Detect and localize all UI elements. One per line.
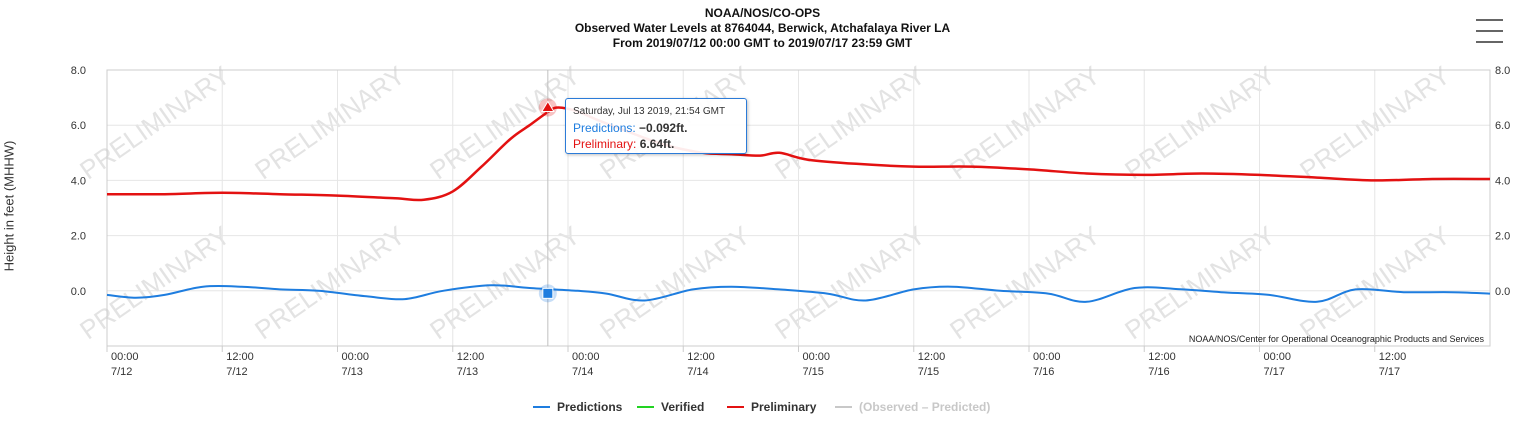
x-tick-time-10: 00:00 xyxy=(1264,351,1292,363)
x-tick-time-2: 00:00 xyxy=(342,351,370,363)
highlight-markers xyxy=(538,70,557,346)
x-tick-date-0: 7/12 xyxy=(111,366,132,378)
x-tick-date-1: 7/12 xyxy=(226,366,247,378)
x-tick-time-3: 12:00 xyxy=(457,351,485,363)
tooltip-pred-value: −0.092ft. xyxy=(639,121,688,135)
x-tick-date-5: 7/14 xyxy=(687,366,708,378)
legend-verified[interactable]: Verified xyxy=(637,400,704,414)
chart-station-title: Observed Water Levels at 8764044, Berwic… xyxy=(574,21,951,35)
chart-agency-title: NOAA/NOS/CO-OPS xyxy=(704,6,821,20)
legend-preliminary-swatch xyxy=(727,405,744,408)
x-tick-time-1: 12:00 xyxy=(226,351,254,363)
x-tick-date-11: 7/17 xyxy=(1379,366,1400,378)
preliminary-watermarks: PRELIMINARY PRELIMINARY PRELIMINARY PRELIMI… xyxy=(74,60,1455,345)
legend-predictions-label: Predictions xyxy=(557,400,623,414)
grid-lines xyxy=(106,69,1491,347)
watermark-0-2: PRELIMINARY xyxy=(424,60,585,185)
x-tick-date-4: 7/14 xyxy=(572,366,593,378)
watermark-1-6: PRELIMINARY xyxy=(1119,220,1280,345)
watermark-0-0: PRELIMINARY xyxy=(74,60,235,185)
axis-ticks: 8.0 8.0 6.0 6.0 4.0 4.0 2.0 2.0 0.0 0.0 00:00 7/12 1… xyxy=(71,65,1511,378)
x-tick-date-6: 7/15 xyxy=(803,366,824,378)
legend-preliminary-label: Preliminary xyxy=(751,400,817,414)
legend-observed-label: (Observed – Predicted) xyxy=(859,400,991,414)
watermark-1-5: PRELIMINARY xyxy=(944,220,1105,345)
tooltip-predictions: Predictions: −0.092ft. xyxy=(573,120,739,136)
chart-legend: Predictions Verified Preliminary (Observ… xyxy=(0,400,1525,416)
y-tick-left-3: 2.0 xyxy=(71,231,86,243)
legend-preliminary[interactable]: Preliminary xyxy=(727,400,816,414)
y-tick-right-4: 0.0 xyxy=(1495,286,1510,298)
x-tick-time-6: 00:00 xyxy=(803,351,831,363)
chart-date-range: From 2019/07/12 00:00 GMT to 2019/07/17 … xyxy=(612,36,913,50)
watermark-1-2: PRELIMINARY xyxy=(424,220,585,345)
x-tick-time-4: 00:00 xyxy=(572,351,600,363)
series-predictions-line[interactable] xyxy=(106,284,1491,303)
predictions-marker xyxy=(542,287,554,299)
chart-title-block: NOAA/NOS/CO-OPS Observed Water Levels at… xyxy=(0,6,1525,51)
data-tooltip: Saturday, Jul 13 2019, 21:54 GMT Predict… xyxy=(565,98,747,154)
legend-observed-swatch xyxy=(835,405,852,408)
legend-verified-label: Verified xyxy=(661,400,705,414)
x-tick-date-9: 7/16 xyxy=(1148,366,1169,378)
y-tick-left-1: 6.0 xyxy=(71,120,86,132)
watermark-1-0: PRELIMINARY xyxy=(74,220,235,345)
x-tick-date-8: 7/16 xyxy=(1033,366,1054,378)
y-tick-right-3: 2.0 xyxy=(1495,231,1510,243)
watermark-0-6: PRELIMINARY xyxy=(1119,60,1280,185)
x-tick-date-2: 7/13 xyxy=(342,366,363,378)
x-tick-time-7: 12:00 xyxy=(918,351,946,363)
legend-predictions-swatch xyxy=(533,405,550,408)
x-tick-time-9: 12:00 xyxy=(1148,351,1176,363)
y-tick-right-0: 8.0 xyxy=(1495,65,1510,77)
x-tick-time-11: 12:00 xyxy=(1379,351,1407,363)
y-tick-left-2: 4.0 xyxy=(71,175,86,187)
y-tick-left-4: 0.0 xyxy=(71,286,86,298)
x-tick-time-5: 12:00 xyxy=(687,351,715,363)
tooltip-prelim-label: Preliminary: xyxy=(573,137,637,151)
x-tick-time-8: 00:00 xyxy=(1033,351,1061,363)
preliminary-marker xyxy=(540,100,555,113)
x-tick-date-7: 7/15 xyxy=(918,366,939,378)
tooltip-prelim-value: 6.64ft. xyxy=(639,137,675,151)
watermark-0-1: PRELIMINARY xyxy=(249,60,410,185)
legend-verified-swatch xyxy=(637,405,654,408)
y-tick-right-2: 4.0 xyxy=(1495,175,1510,187)
credit-text: NOAA/NOS/Center for Operational Oceanogr… xyxy=(1189,334,1485,344)
x-tick-date-3: 7/13 xyxy=(457,366,478,378)
tooltip-preliminary: Preliminary: 6.64ft. xyxy=(573,136,739,152)
tooltip-date: Saturday, Jul 13 2019, 21:54 GMT xyxy=(573,106,726,117)
x-tick-time-0: 00:00 xyxy=(111,351,139,363)
x-tick-date-10: 7/17 xyxy=(1264,366,1285,378)
hamburger-menu-icon[interactable] xyxy=(1476,18,1503,44)
watermark-1-1: PRELIMINARY xyxy=(249,220,410,345)
y-tick-left-0: 8.0 xyxy=(71,65,86,77)
y-tick-right-1: 6.0 xyxy=(1495,120,1510,132)
watermark-1-3: PRELIMINARY xyxy=(594,220,755,345)
tooltip-pred-label: Predictions: xyxy=(573,121,636,135)
legend-predictions[interactable]: Predictions xyxy=(533,400,622,414)
legend-observed[interactable]: (Observed – Predicted) xyxy=(835,400,990,414)
watermark-1-4: PRELIMINARY xyxy=(769,220,930,345)
